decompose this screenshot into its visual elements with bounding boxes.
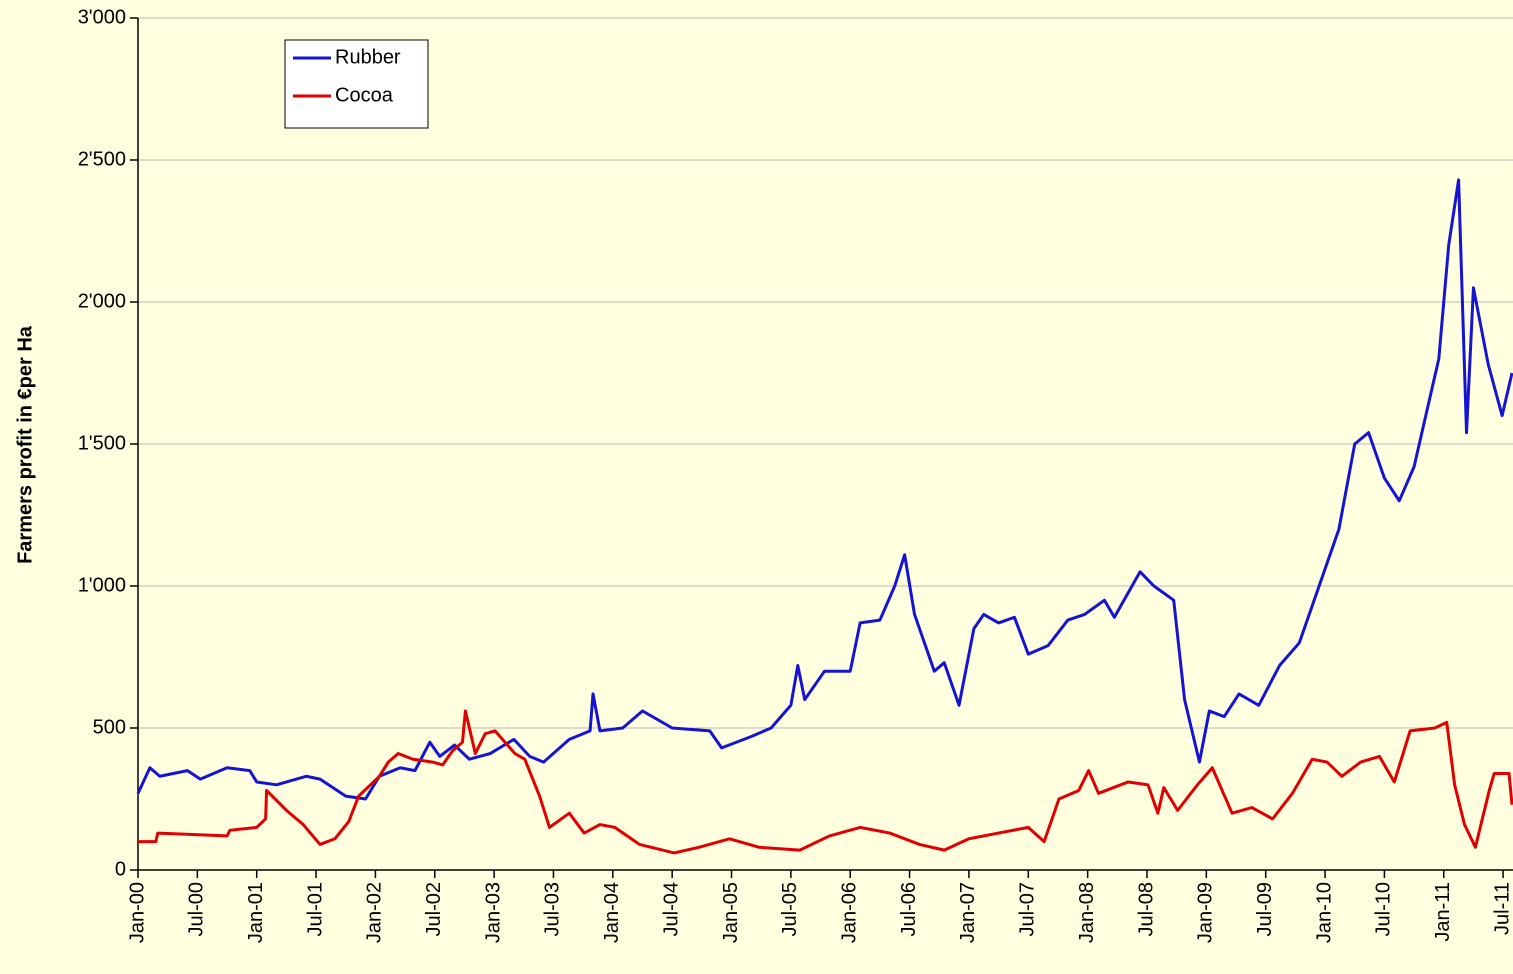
x-tick-label: Jan-11: [1432, 882, 1454, 942]
legend-label: Cocoa: [335, 84, 394, 106]
series-line: [138, 709, 1513, 855]
y-tick-label: 1'500: [78, 432, 126, 454]
x-tick-label: Jan-07: [957, 882, 979, 943]
x-tick-label: Jan-03: [482, 882, 504, 943]
x-tick-label: Jul-05: [779, 882, 801, 936]
y-tick-label: 3'000: [78, 6, 126, 28]
x-tick-label: Jul-02: [423, 882, 445, 936]
legend-box: [284, 39, 429, 129]
x-tick-label: Jul-11: [1491, 882, 1513, 935]
x-tick-label: Jul-08: [1135, 882, 1157, 936]
x-tick-label: Jul-03: [542, 882, 564, 936]
x-tick-label: Jan-02: [364, 882, 386, 943]
x-tick-label: Jul-07: [1017, 882, 1039, 936]
x-tick-label: Jan-04: [601, 882, 623, 943]
y-tick-label: 1'000: [78, 574, 126, 596]
y-tick-label: 2'000: [78, 290, 126, 312]
series-line: [136, 178, 1513, 801]
x-tick-label: Jan-06: [839, 882, 861, 943]
y-tick-label: 0: [115, 858, 126, 880]
x-tick-label: Jul-04: [660, 882, 682, 936]
x-tick-label: Jan-08: [1076, 882, 1098, 943]
x-tick-label: Jan-01: [245, 882, 267, 943]
x-tick-label: Jul-10: [1373, 882, 1395, 936]
y-tick-label: 2'500: [78, 148, 126, 170]
legend-label: Rubber: [335, 46, 401, 68]
x-tick-label: Jan-10: [1313, 882, 1335, 943]
x-tick-label: Jul-00: [186, 882, 208, 936]
x-tick-label: Jul-01: [304, 882, 326, 936]
y-axis-label: Farmers profit in €per Ha: [14, 325, 36, 564]
y-tick-label: 500: [93, 716, 126, 738]
x-tick-label: Jul-09: [1254, 882, 1276, 936]
x-tick-label: Jan-00: [126, 882, 148, 943]
x-tick-label: Jul-06: [898, 882, 920, 936]
x-tick-label: Jan-05: [720, 882, 742, 943]
x-tick-label: Jan-09: [1195, 882, 1217, 943]
